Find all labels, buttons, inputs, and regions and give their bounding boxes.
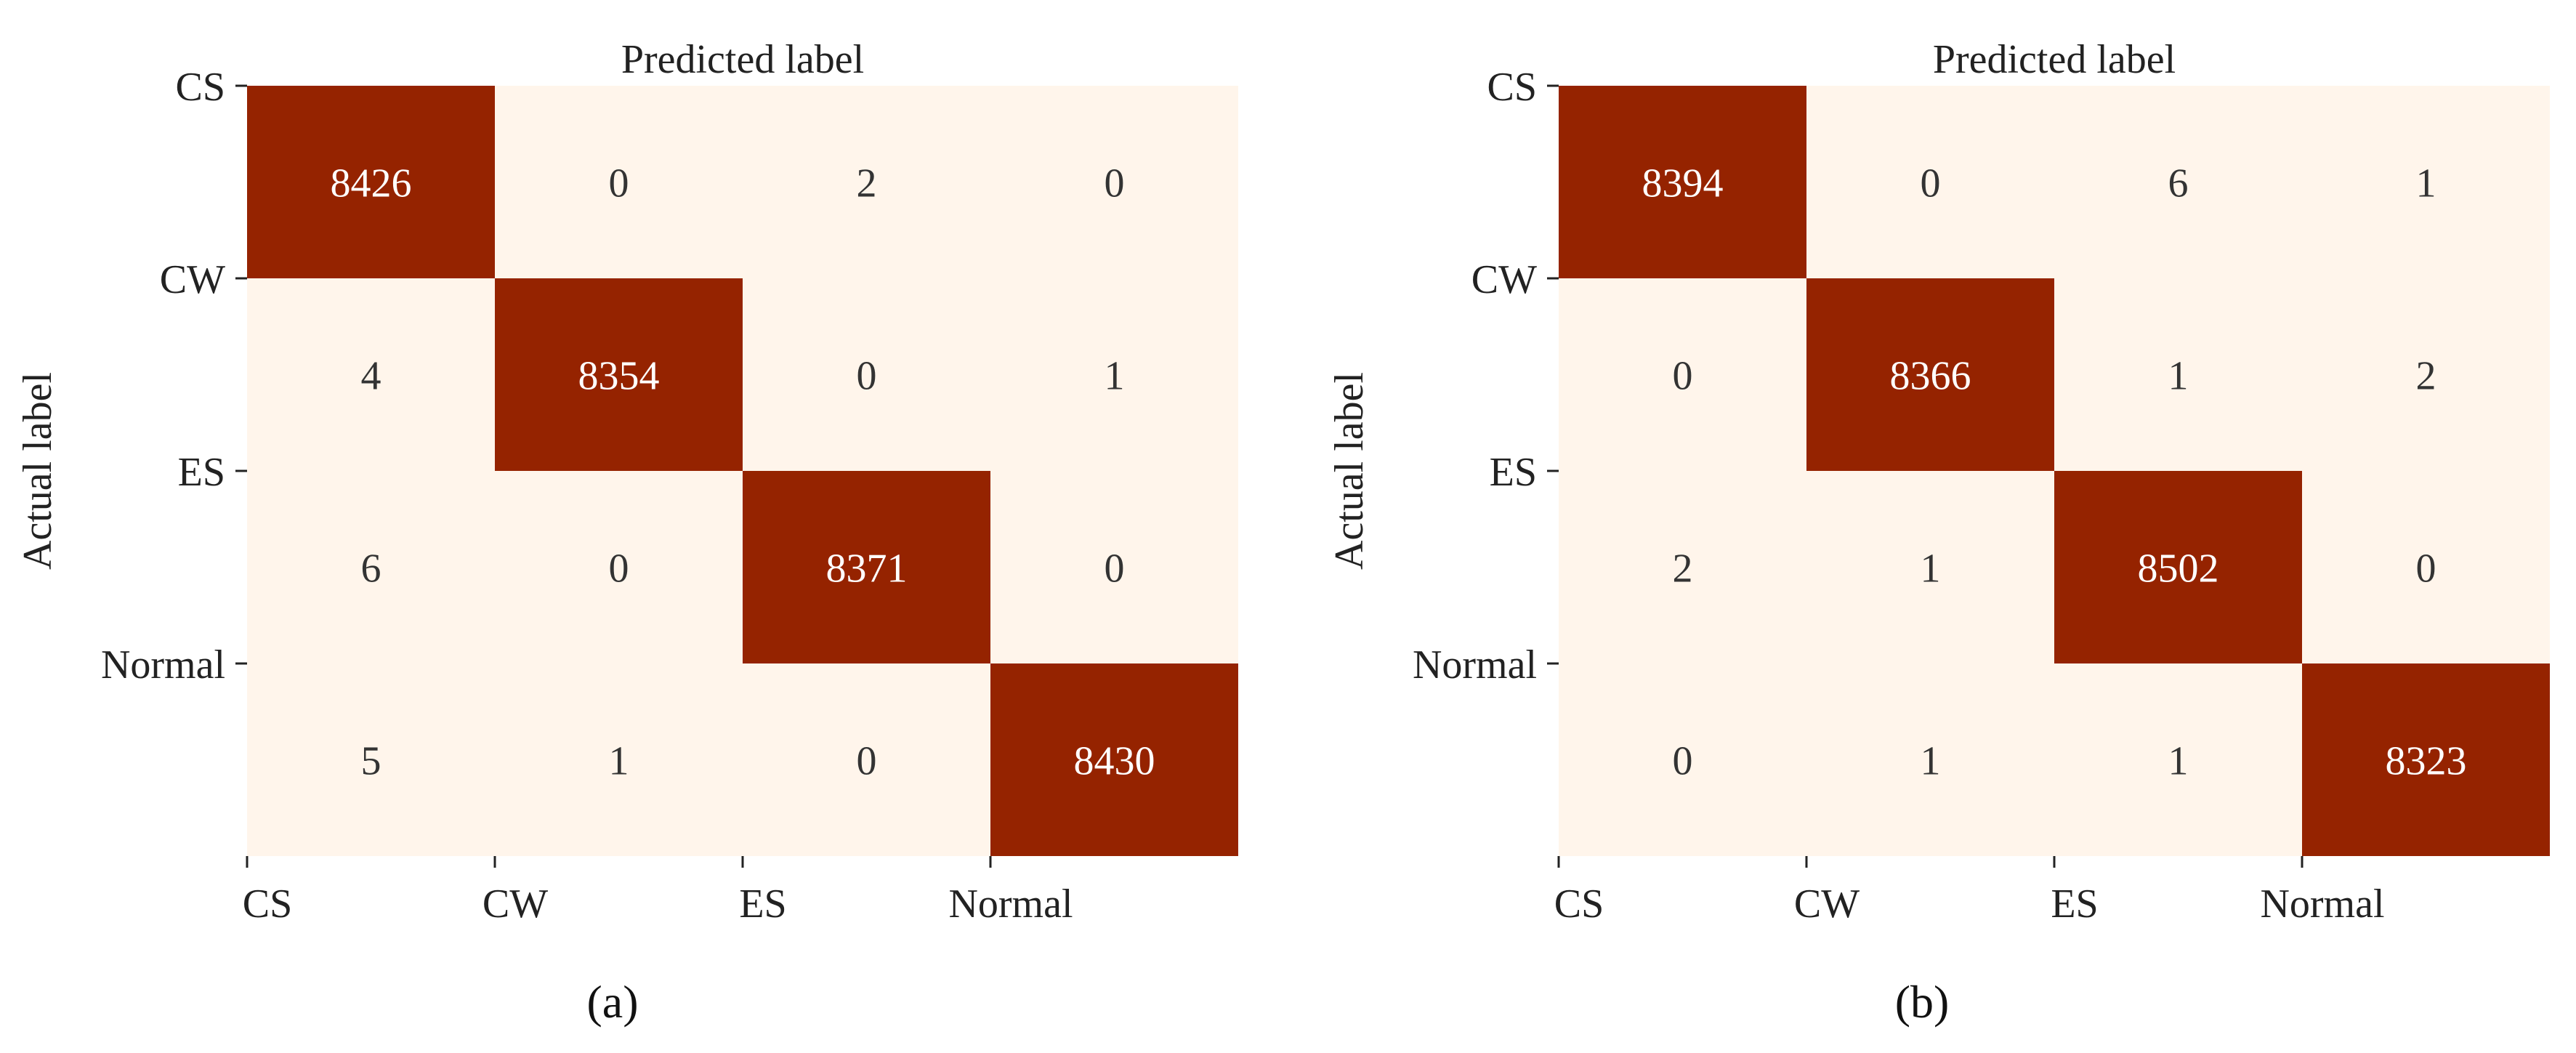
heatmap-cell-value: 1 bbox=[2168, 739, 2189, 784]
y-tick-label: ES bbox=[178, 450, 225, 495]
heatmap-cell-value: 0 bbox=[1105, 546, 1125, 592]
heatmap-cell-value: 1 bbox=[1921, 546, 1941, 592]
heatmap-cell-value: 8366 bbox=[1890, 354, 1971, 399]
x-tick-label: CS bbox=[1554, 881, 1604, 927]
heatmap-cell-value: 1 bbox=[2416, 161, 2436, 206]
y-axis-title: Actual label bbox=[1327, 372, 1372, 570]
x-tick-label: Normal bbox=[948, 881, 1073, 927]
heatmap-cell-diagonal bbox=[743, 471, 990, 663]
heatmap-cell-diagonal bbox=[1559, 86, 1806, 278]
x-tick-label: CW bbox=[483, 881, 548, 927]
x-tick-label: Normal bbox=[2260, 881, 2384, 927]
heatmap-cell-value: 8323 bbox=[2386, 739, 2467, 784]
y-tick-label: Normal bbox=[101, 642, 225, 687]
panel-label: (b) bbox=[1895, 976, 1950, 1028]
x-tick-label: CS bbox=[243, 881, 293, 927]
heatmap-cell-value: 1 bbox=[1921, 739, 1941, 784]
heatmap-cell-value: 8426 bbox=[331, 161, 412, 206]
heatmap-cell-value: 2 bbox=[1673, 546, 1693, 592]
y-tick-label: CS bbox=[1487, 65, 1538, 110]
heatmap-cell-value: 0 bbox=[1921, 161, 1941, 206]
x-tick-label: ES bbox=[739, 881, 786, 927]
heatmap-cell-value: 0 bbox=[1673, 739, 1693, 784]
heatmap-cell-diagonal bbox=[1806, 278, 2054, 471]
heatmap-cell-value: 1 bbox=[2168, 354, 2189, 399]
panel-label: (a) bbox=[586, 976, 638, 1028]
heatmap-cell-value: 1 bbox=[609, 739, 629, 784]
heatmap-cell-value: 0 bbox=[1105, 161, 1125, 206]
y-tick-label: ES bbox=[1490, 450, 1537, 495]
x-axis-title: Predicted label bbox=[621, 37, 864, 82]
heatmap-cell-diagonal bbox=[247, 86, 495, 278]
heatmap-cell-value: 5 bbox=[361, 739, 381, 784]
y-tick-label: Normal bbox=[1413, 642, 1537, 687]
heatmap-cell-value: 8354 bbox=[578, 354, 660, 399]
heatmap-cell-diagonal bbox=[495, 278, 743, 471]
heatmap-cell-value: 2 bbox=[2416, 354, 2436, 399]
heatmap-cell-value: 6 bbox=[361, 546, 381, 592]
heatmap-cell-value: 6 bbox=[2168, 161, 2189, 206]
heatmap-cell-diagonal bbox=[2054, 471, 2302, 663]
heatmap-cell-value: 1 bbox=[1105, 354, 1125, 399]
x-tick-label: ES bbox=[2051, 881, 2098, 927]
heatmap-cell-value: 0 bbox=[609, 161, 629, 206]
heatmap-cell-diagonal bbox=[990, 663, 1238, 856]
heatmap-cell-value: 0 bbox=[2416, 546, 2436, 592]
y-tick-label: CW bbox=[160, 257, 225, 302]
x-tick-label: CW bbox=[1794, 881, 1860, 927]
heatmap-cell-value: 0 bbox=[1673, 354, 1693, 399]
heatmap-cell-diagonal bbox=[2302, 663, 2550, 856]
y-axis-title: Actual label bbox=[15, 372, 60, 570]
y-tick-label: CS bbox=[176, 65, 226, 110]
heatmap-cell-value: 8371 bbox=[826, 546, 908, 592]
heatmap-cell-value: 0 bbox=[857, 739, 877, 784]
heatmap-cell-value: 8394 bbox=[1642, 161, 1724, 206]
heatmap-cell-value: 0 bbox=[609, 546, 629, 592]
heatmap-cell-value: 0 bbox=[857, 354, 877, 399]
y-tick-label: CW bbox=[1471, 257, 1537, 302]
heatmap-cell-value: 8502 bbox=[2138, 546, 2219, 592]
x-axis-title: Predicted label bbox=[1933, 37, 2176, 82]
heatmap-cell-value: 4 bbox=[361, 354, 381, 399]
heatmap-cell-value: 2 bbox=[857, 161, 877, 206]
heatmap-cell-value: 8430 bbox=[1074, 739, 1155, 784]
